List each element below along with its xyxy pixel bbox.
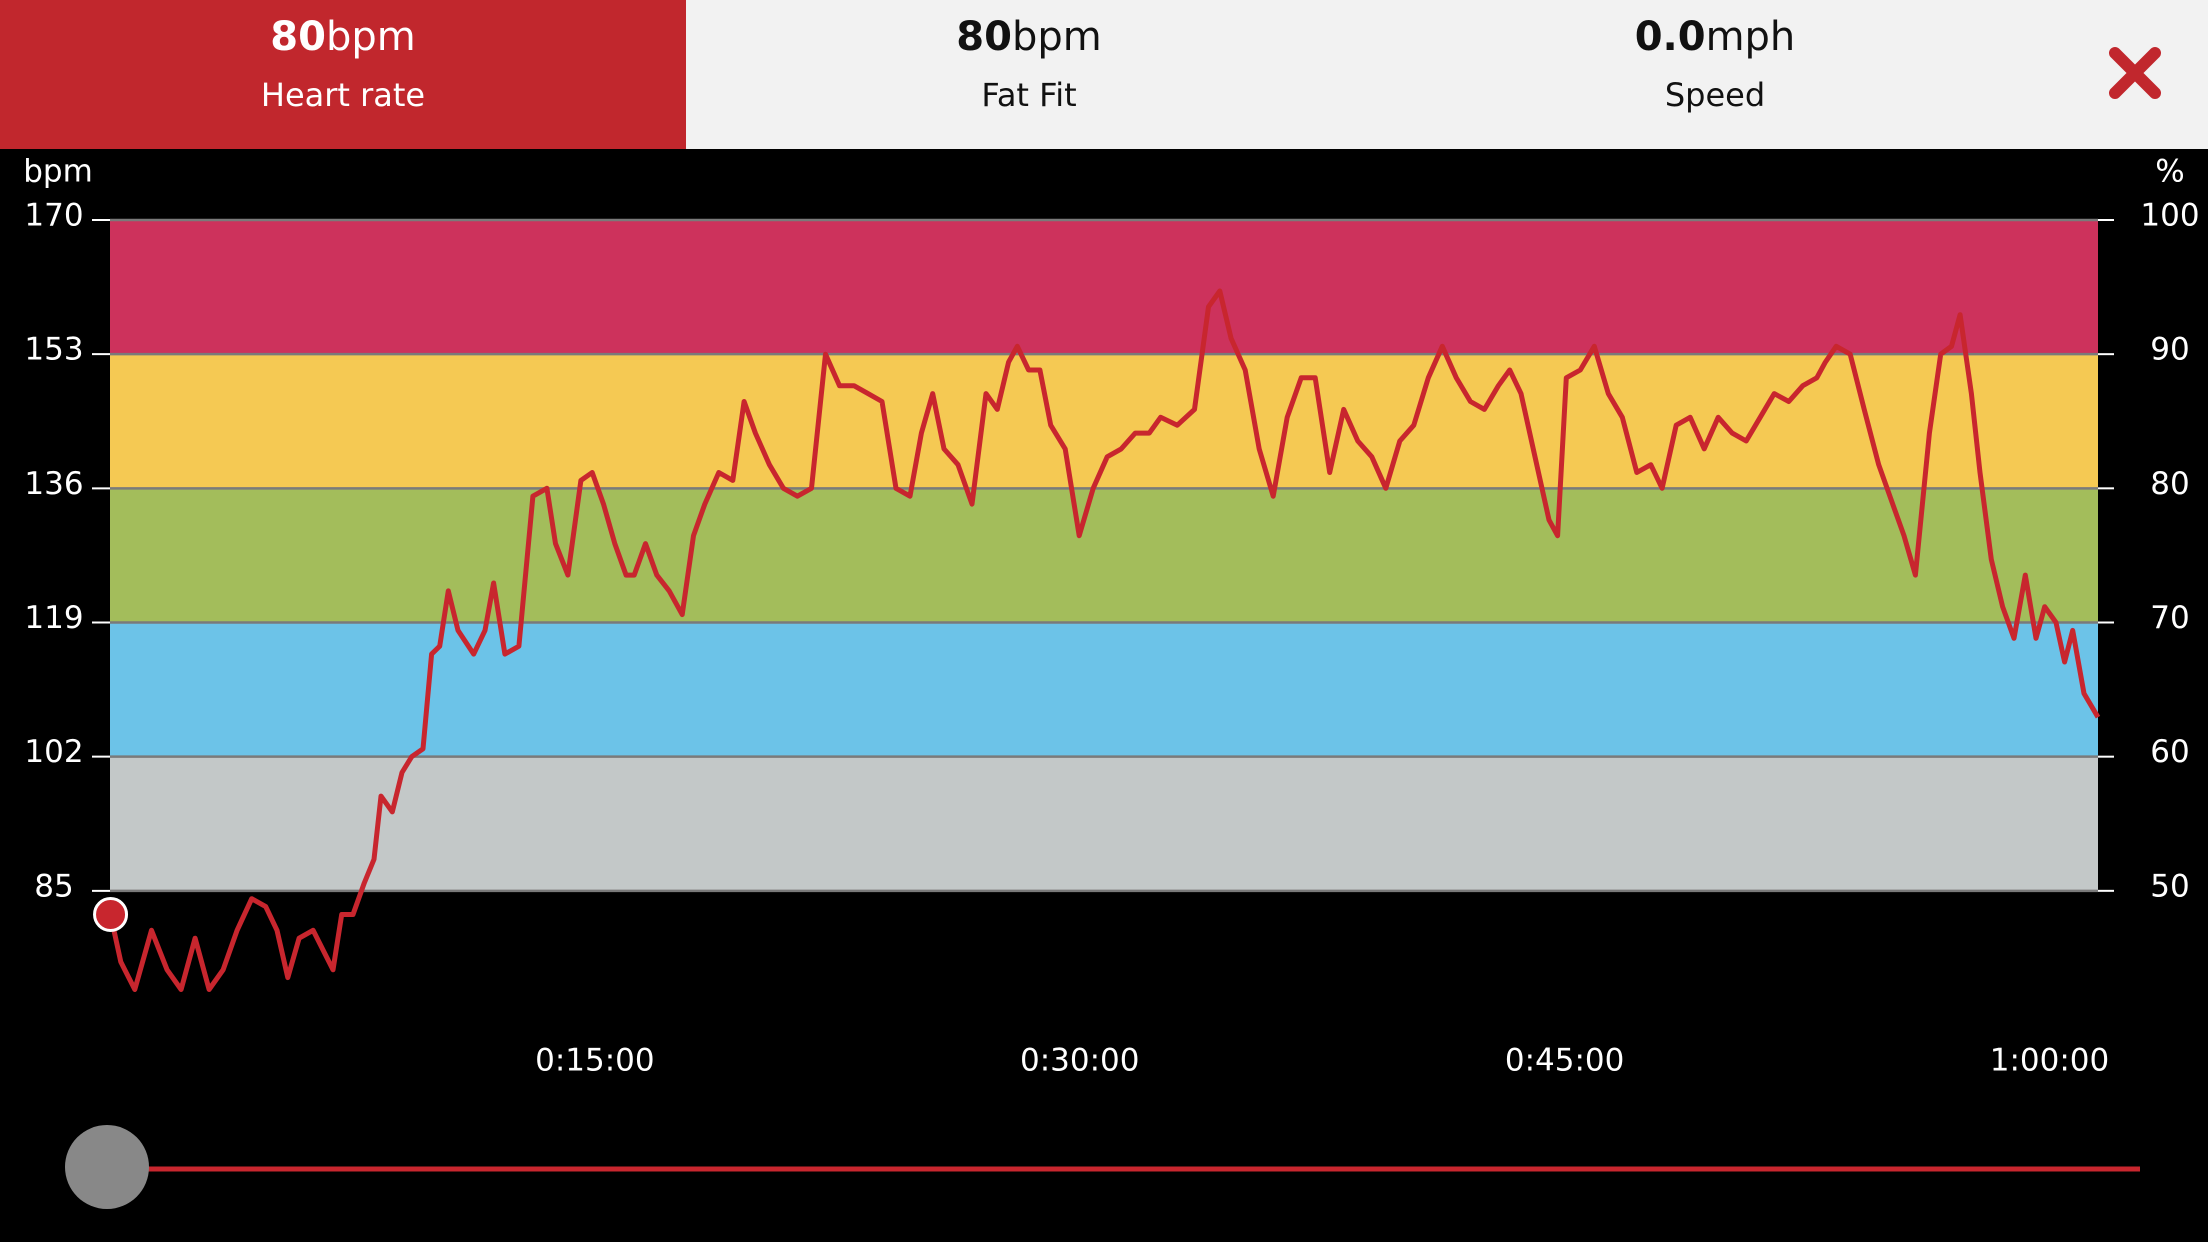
y2-axis-label: % [2155,154,2184,190]
y2-tick-label: 60 [2150,734,2189,770]
tab-label: Speed [1664,76,1766,114]
tab-speed[interactable]: 0.0mph Speed [1372,0,2058,149]
x-tick-label: 0:15:00 [535,1043,655,1079]
tab-unit: bpm [325,14,416,60]
zones [110,220,2098,891]
tab-value: 80 [956,14,1012,60]
tab-value-line: 80bpm [686,14,1372,66]
zone [110,220,2098,355]
tab-value: 0.0 [1634,14,1706,60]
x-tick-label: 0:45:00 [1505,1043,1625,1079]
position-marker [93,897,129,933]
tab-value: 80 [270,14,326,60]
y2-tick-label: 70 [2150,600,2189,636]
x-tick-label: 0:30:00 [1020,1043,1140,1079]
y-tick-label: 119 [24,600,83,636]
slider-knob[interactable] [65,1125,149,1209]
y-tick-label: 170 [24,198,83,234]
tab-label: Heart rate [260,76,426,114]
y2-tick-label: 100 [2140,198,2199,234]
y-tick-label: 85 [34,868,73,904]
zone [110,622,2098,757]
y2-tick-label: 80 [2150,466,2189,502]
y2-tick-label: 50 [2150,868,2189,904]
tab-heart-rate[interactable]: 80bpm Heart rate [0,0,686,149]
zone [110,756,2098,891]
tab-label: Fat Fit [981,76,1077,114]
y-axis-label: bpm [23,154,93,190]
x-tick-label: 1:00:00 [1990,1043,2110,1079]
y2-tick-label: 90 [2150,332,2189,368]
tab-unit: mph [1705,14,1796,60]
heart-rate-line [108,288,2101,992]
y-tick-label: 102 [24,734,83,770]
close-button[interactable] [2058,0,2208,149]
tab-unit: bpm [1011,14,1102,60]
y-tick-label: 153 [24,332,83,368]
tab-fat-fit[interactable]: 80bpm Fat Fit [686,0,1372,149]
close-icon [2109,47,2161,99]
tab-value-line: 0.0mph [1372,14,2058,66]
metric-tabs: 80bpm Heart rate 80bpm Fat Fit 0.0mph Sp… [0,0,2208,149]
y-tick-label: 136 [24,466,83,502]
tab-value-line: 80bpm [0,14,686,66]
zone [110,488,2098,623]
